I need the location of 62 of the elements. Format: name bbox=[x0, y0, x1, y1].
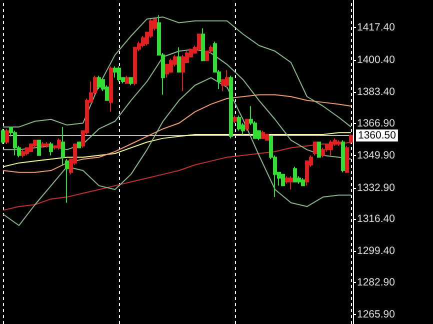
candlestick bbox=[1, 128, 5, 144]
candlestick bbox=[321, 147, 325, 158]
candlestick bbox=[265, 134, 269, 141]
candlestick bbox=[33, 140, 37, 148]
ref-line-label: 1360.50 bbox=[358, 129, 396, 142]
line-series bbox=[2, 16, 352, 128]
candlestick bbox=[21, 149, 25, 158]
candlestick bbox=[129, 77, 133, 86]
candlestick bbox=[317, 142, 321, 158]
y-tick-label: 1417.40 bbox=[357, 22, 396, 34]
candlestick bbox=[25, 147, 29, 156]
candlestick bbox=[5, 128, 9, 144]
candlestick bbox=[301, 178, 305, 186]
candlestick bbox=[49, 142, 53, 156]
candlestick bbox=[37, 140, 41, 156]
y-tick-label: 1265.90 bbox=[357, 308, 396, 321]
line-series bbox=[2, 132, 352, 168]
y-tick-label: 1349.90 bbox=[357, 150, 396, 162]
y-tick-label: 1366.90 bbox=[357, 117, 396, 130]
candlestick bbox=[197, 34, 201, 52]
candlestick bbox=[233, 115, 237, 124]
candlestick bbox=[225, 70, 229, 88]
candlestick bbox=[229, 75, 233, 139]
candlestick bbox=[329, 140, 333, 156]
candlestick bbox=[113, 66, 117, 78]
candlestick bbox=[77, 142, 81, 148]
line-series bbox=[2, 77, 352, 226]
candlestick bbox=[313, 142, 317, 156]
y-tick-label: 1332.90 bbox=[357, 182, 396, 194]
candlestick bbox=[337, 140, 341, 146]
y-tick-label: 1282.90 bbox=[357, 276, 396, 289]
candlestick bbox=[293, 166, 297, 182]
candlestick bbox=[201, 28, 205, 62]
candlestick bbox=[177, 46, 181, 72]
candlestick bbox=[281, 174, 285, 186]
candlestick bbox=[245, 118, 249, 132]
candlestick bbox=[117, 66, 121, 82]
candlestick bbox=[345, 145, 349, 173]
candlestick bbox=[65, 158, 69, 204]
candlestick bbox=[181, 54, 185, 92]
y-tick-label: 1299.40 bbox=[357, 245, 396, 258]
candlestick bbox=[109, 66, 113, 112]
candlestick bbox=[289, 176, 293, 190]
candlestick bbox=[29, 144, 33, 152]
y-tick-label: 1383.40 bbox=[357, 86, 396, 98]
candlestick bbox=[125, 75, 129, 84]
line-series bbox=[2, 94, 352, 173]
candlestick bbox=[341, 140, 345, 173]
candlestick bbox=[57, 138, 61, 150]
candlestick bbox=[13, 130, 17, 156]
y-tick-label: 1316.40 bbox=[357, 213, 396, 226]
candlestick bbox=[141, 36, 145, 48]
candlestick bbox=[41, 142, 45, 148]
line-series bbox=[2, 48, 352, 160]
y-tick-label: 1400.40 bbox=[357, 54, 396, 66]
candlestick bbox=[261, 130, 265, 139]
candlestick bbox=[237, 115, 241, 132]
line-series bbox=[2, 142, 352, 211]
candlestick bbox=[61, 126, 65, 166]
candlestick bbox=[45, 142, 49, 148]
candlestick bbox=[97, 75, 101, 90]
candlestick bbox=[349, 134, 353, 144]
